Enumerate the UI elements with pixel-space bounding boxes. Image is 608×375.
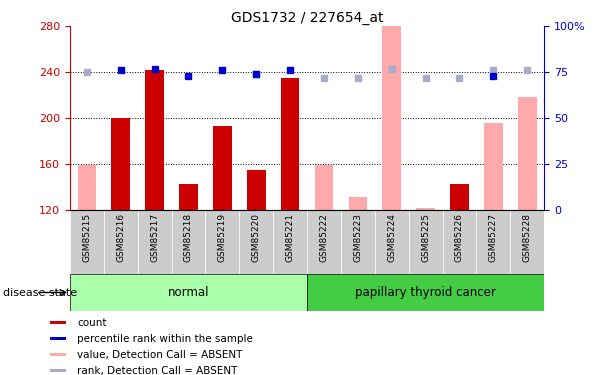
Text: percentile rank within the sample: percentile rank within the sample: [77, 334, 253, 344]
Bar: [104, 210, 137, 274]
Bar: [307, 210, 341, 274]
Text: GSM85217: GSM85217: [150, 213, 159, 262]
Text: GSM85222: GSM85222: [319, 213, 328, 262]
Bar: [50, 337, 66, 340]
Bar: [281, 78, 299, 210]
Bar: [518, 98, 536, 210]
Bar: [443, 210, 477, 274]
Text: disease state: disease state: [3, 288, 77, 297]
Text: GSM85221: GSM85221: [286, 213, 295, 262]
Text: count: count: [77, 318, 106, 328]
Text: GSM85215: GSM85215: [82, 213, 91, 262]
Bar: [477, 210, 510, 274]
Bar: [70, 274, 307, 311]
Text: GSM85227: GSM85227: [489, 213, 498, 262]
Text: GSM85219: GSM85219: [218, 213, 227, 262]
Text: papillary thyroid cancer: papillary thyroid cancer: [355, 286, 496, 299]
Text: GSM85216: GSM85216: [116, 213, 125, 262]
Bar: [450, 184, 469, 210]
Text: value, Detection Call = ABSENT: value, Detection Call = ABSENT: [77, 350, 243, 360]
Text: GSM85220: GSM85220: [252, 213, 261, 262]
Text: GSM85228: GSM85228: [523, 213, 532, 262]
Title: GDS1732 / 227654_at: GDS1732 / 227654_at: [231, 11, 383, 25]
Bar: [50, 369, 66, 372]
Bar: [341, 210, 375, 274]
Text: rank, Detection Call = ABSENT: rank, Detection Call = ABSENT: [77, 366, 237, 375]
Bar: [240, 210, 273, 274]
Bar: [50, 321, 66, 324]
Bar: [50, 353, 66, 356]
Bar: [145, 70, 164, 210]
Bar: [375, 210, 409, 274]
Text: GSM85224: GSM85224: [387, 213, 396, 262]
Bar: [179, 184, 198, 210]
Bar: [273, 210, 307, 274]
Bar: [213, 126, 232, 210]
Bar: [70, 210, 104, 274]
Bar: [315, 165, 333, 210]
Bar: [307, 274, 544, 311]
Bar: [111, 118, 130, 210]
Bar: [416, 208, 435, 210]
Bar: [484, 123, 503, 210]
Bar: [382, 26, 401, 210]
Bar: [78, 165, 96, 210]
Text: GSM85223: GSM85223: [353, 213, 362, 262]
Text: normal: normal: [168, 286, 209, 299]
Bar: [348, 197, 367, 210]
Bar: [137, 210, 171, 274]
Bar: [409, 210, 443, 274]
Bar: [206, 210, 240, 274]
Text: GSM85226: GSM85226: [455, 213, 464, 262]
Bar: [247, 170, 266, 210]
Text: GSM85225: GSM85225: [421, 213, 430, 262]
Bar: [171, 210, 206, 274]
Text: GSM85218: GSM85218: [184, 213, 193, 262]
Bar: [510, 210, 544, 274]
